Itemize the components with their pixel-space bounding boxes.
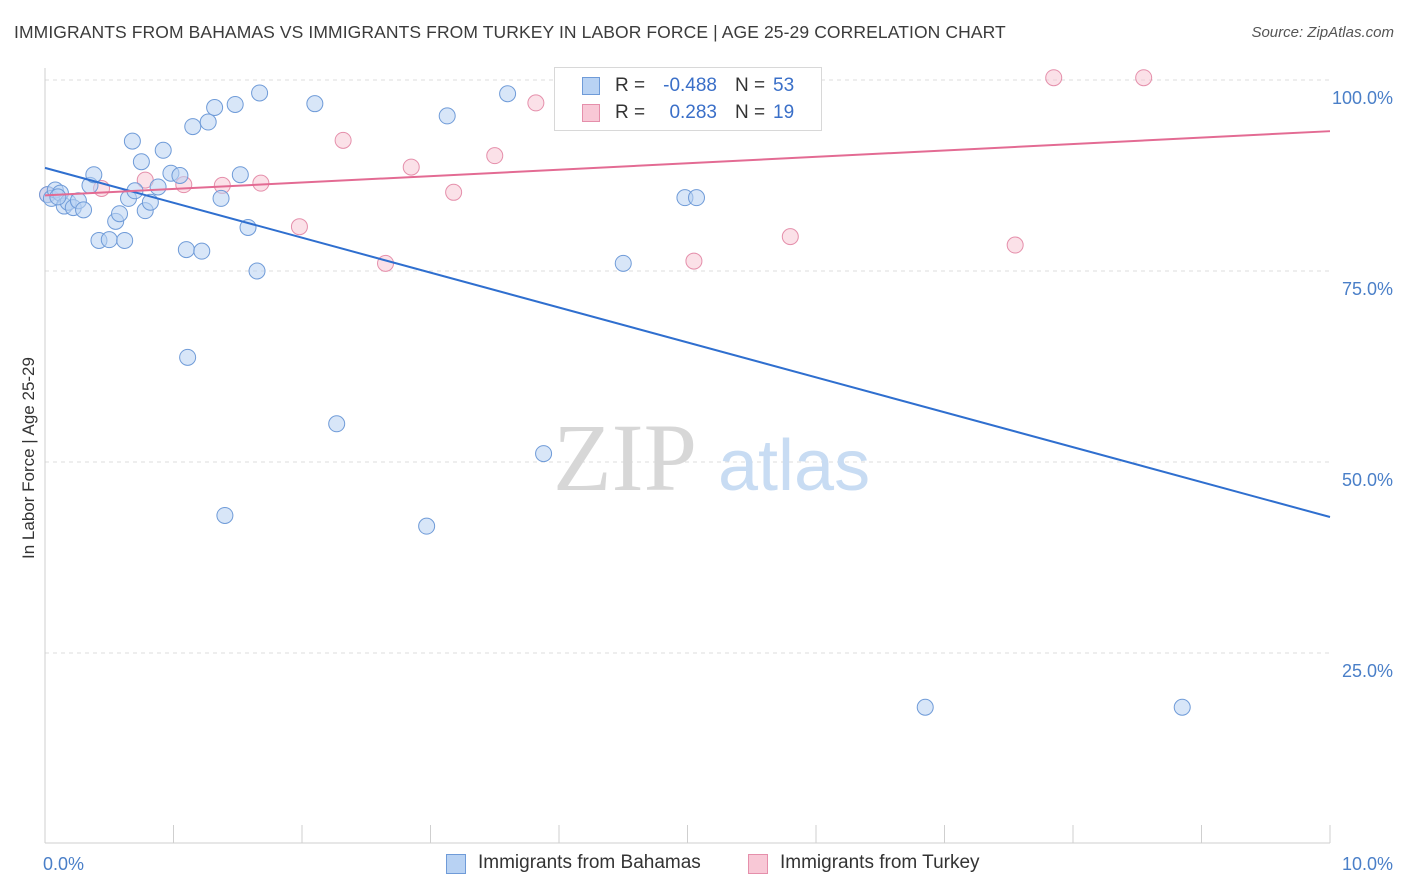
bahamas-point (116, 231, 134, 249)
turkey-point (1135, 69, 1153, 87)
r-label: R = (615, 102, 646, 123)
r-value: -0.488 (663, 75, 717, 96)
x-tick-label: 0.0% (43, 854, 84, 874)
bahamas-point (179, 348, 197, 366)
y-tick-label: 75.0% (1342, 279, 1393, 299)
bahamas-point (199, 113, 217, 131)
bahamas-point (177, 241, 195, 259)
r-value: 0.283 (669, 102, 717, 123)
bahamas-point (132, 153, 150, 171)
bahamas-point (226, 95, 244, 113)
bahamas-point (212, 189, 230, 207)
stats-legend: R = -0.488 N = 53 R = 0.283 N = 19 (554, 67, 822, 131)
n-label: N = (735, 75, 766, 96)
turkey-point (402, 158, 420, 176)
bahamas-point (418, 517, 436, 535)
turkey-point (685, 252, 703, 270)
bahamas-point (154, 141, 172, 159)
bahamas-point (328, 415, 346, 433)
bahamas-point (687, 189, 705, 207)
watermark: ZIP atlas (553, 404, 870, 511)
bahamas-point (111, 205, 129, 223)
bahamas-point (49, 188, 67, 206)
trend-lines (44, 130, 1331, 518)
tick-labels: 25.0% 50.0% 75.0% 100.0% 0.0% 10.0% (43, 88, 1393, 874)
bahamas-point (184, 118, 202, 136)
turkey-point (781, 228, 799, 246)
bahamas-point (149, 178, 167, 196)
series-bahamas-points (39, 71, 1191, 716)
r-label: R = (615, 75, 646, 96)
series-legend: Immigrants from Bahamas Immigrants from … (0, 852, 1406, 878)
legend-label-turkey: Immigrants from Turkey (780, 852, 980, 873)
bahamas-swatch (446, 854, 466, 874)
turkey-point (486, 147, 504, 165)
grid-lines (45, 79, 1330, 654)
stats-row-turkey: R = 0.283 N = 19 (555, 102, 821, 128)
watermark-atlas: atlas (718, 426, 870, 506)
bahamas-point (193, 242, 211, 260)
n-label: N = (735, 102, 766, 123)
turkey-point (252, 174, 270, 192)
turkey-point (290, 218, 308, 236)
turkey-point (377, 254, 395, 272)
y-tick-label: 25.0% (1342, 661, 1393, 681)
turkey-point (1006, 236, 1024, 254)
bahamas-point (248, 262, 266, 280)
n-value: 19 (773, 102, 795, 123)
turkey-point (527, 94, 545, 112)
bahamas-point (916, 698, 934, 716)
chart-source: Source: ZipAtlas.com (1251, 24, 1394, 41)
n-value: 53 (773, 75, 795, 96)
bahamas-point (100, 231, 118, 249)
bahamas-point (231, 166, 249, 184)
x-tick-label: 10.0% (1342, 854, 1393, 874)
bahamas-point (206, 99, 224, 117)
bahamas-point (306, 95, 324, 113)
y-tick-label: 50.0% (1342, 470, 1393, 490)
bahamas-point (614, 254, 632, 272)
y-axis-title: In Labor Force | Age 25-29 (19, 357, 38, 559)
turkey-point (334, 131, 352, 149)
turkey-swatch (748, 854, 768, 874)
chart-title: IMMIGRANTS FROM BAHAMAS VS IMMIGRANTS FR… (14, 22, 1006, 42)
turkey-point (1045, 69, 1063, 87)
bahamas-point (171, 167, 189, 184)
bahamas-point (251, 84, 269, 102)
bahamas-point (499, 85, 517, 103)
bahamas-trend-line (44, 166, 1331, 518)
bahamas-point (216, 506, 234, 524)
bahamas-swatch (582, 77, 600, 95)
turkey-trend-line (44, 130, 1331, 197)
legend-label-bahamas: Immigrants from Bahamas (478, 852, 701, 873)
bahamas-point (123, 132, 141, 150)
y-tick-label: 100.0% (1332, 88, 1393, 108)
watermark-zip: ZIP (553, 404, 697, 511)
stats-row-bahamas: R = -0.488 N = 53 (555, 75, 821, 101)
bahamas-point (535, 445, 553, 463)
turkey-point (445, 183, 463, 201)
bahamas-point (75, 201, 93, 219)
bahamas-point (438, 107, 456, 125)
bahamas-point (1173, 698, 1191, 716)
bahamas-point (85, 166, 103, 184)
turkey-swatch (582, 104, 600, 122)
